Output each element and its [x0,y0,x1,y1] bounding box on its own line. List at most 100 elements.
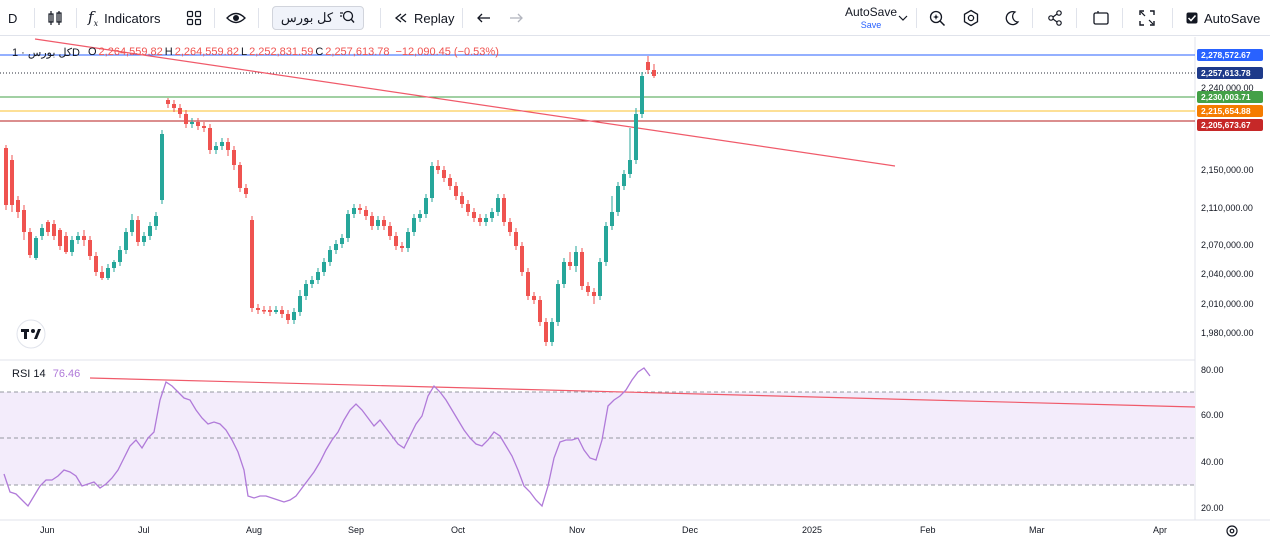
time-tick: Feb [920,525,936,535]
rsi-tick: 60.00 [1201,410,1224,420]
price-badge-red [1197,119,1263,131]
symbol-title: کل بورس · 1D [12,47,80,59]
candle-body [382,220,386,226]
candle-body [82,236,86,240]
tradingview-logo[interactable] [16,319,46,349]
candle-body [346,214,350,238]
redo-icon [508,11,524,25]
candle-body [352,208,356,214]
time-tick: Jun [40,525,55,535]
change-value: −12,090.45 (−0.53%) [395,46,499,58]
chart-type-button[interactable] [46,0,64,36]
candle-body [184,114,188,124]
price-chart[interactable]: 2,240,000.00 2,150,000.00 2,110,000.00 2… [0,37,1270,541]
candle-body [202,126,206,128]
candle-body [130,220,134,232]
visibility-button[interactable] [226,0,246,36]
candle-body [562,262,566,284]
candle-body [508,222,512,232]
autosave-menu[interactable]: AutoSave Save [830,4,912,32]
candle-body [208,128,212,150]
candle-body [34,238,38,258]
share-icon [1046,9,1064,27]
candle-body [328,250,332,262]
autosave-toggle[interactable]: AutoSave [1186,0,1260,36]
price-trendline[interactable] [34,38,896,167]
rsi-label: RSI 14 [12,368,46,380]
candle-body [370,216,374,226]
close-label: C [315,46,324,58]
toolbar-divider [1172,8,1173,28]
rsi-tick: 20.00 [1201,503,1224,513]
candle-body [22,210,26,232]
candle-body [106,268,110,278]
candle-body [154,216,158,226]
candle-body [388,226,392,236]
candle-body [490,212,494,218]
interval-button[interactable]: D [8,0,17,36]
interval-label: D [8,10,18,26]
candle-body [226,142,230,150]
candle-body [394,236,398,246]
candle-body [448,178,452,186]
time-tick: Jul [138,525,150,535]
candle-body [586,286,590,292]
snapshot-button[interactable] [1092,0,1110,36]
time-tick: Oct [451,525,466,535]
redo-button[interactable] [508,0,524,36]
price-badge-green-text: 2,230,003.71 [1201,92,1251,102]
replay-button[interactable]: Replay [394,0,454,36]
theme-button[interactable] [1004,0,1020,36]
candle-body [310,280,314,284]
candle-body [556,284,560,322]
chart-area[interactable]: 2,240,000.00 2,150,000.00 2,110,000.00 2… [0,37,1270,541]
candle-body [322,262,326,272]
candle-body [574,252,578,266]
quick-search-button[interactable] [928,0,946,36]
candle-body [160,134,164,200]
layouts-button[interactable] [186,0,202,36]
candle-body [94,256,98,272]
price-badge-high-text: 2,278,572.67 [1201,50,1251,60]
candle-body [136,220,140,242]
candle-body [580,252,584,286]
settings-button[interactable] [962,0,980,36]
candle-body [268,310,272,312]
candle-body [520,246,524,272]
fullscreen-button[interactable] [1138,0,1156,36]
search-plus-icon [339,10,355,27]
indicators-button[interactable]: fx Indicators [88,0,160,36]
toolbar-divider [1032,8,1033,28]
top-toolbar: D fx Indicators کل بورس Replay [0,0,1270,36]
moon-icon [1004,10,1020,26]
candle-body [514,232,518,246]
candle-body [28,232,32,255]
candle-body [232,150,236,165]
share-button[interactable] [1046,0,1064,36]
autosave-label: AutoSave [1204,10,1261,26]
toolbar-divider [380,8,381,28]
autosave-title: AutoSave [844,5,898,19]
candle-body [478,218,482,222]
low-label: L [240,46,248,58]
candle-body [538,300,542,322]
gear-icon [962,9,980,27]
candle-body [196,122,200,126]
candle-body [472,212,476,218]
toolbar-divider [1076,8,1077,28]
undo-button[interactable] [476,0,492,36]
candle-body [526,272,530,296]
candle-body [124,232,128,250]
toolbar-divider [462,8,463,28]
candle-body [148,226,152,236]
candle-body [304,284,308,296]
candle-body [4,148,8,205]
rsi-trendline[interactable] [89,377,1196,408]
grid-icon [186,10,202,26]
autosave-dropdown[interactable] [898,0,908,36]
candle-body [52,224,56,236]
symbol-search[interactable]: کل بورس [272,6,364,30]
candle-body [532,296,536,300]
candle-body [70,240,74,252]
axis-settings-icon[interactable] [1226,525,1238,537]
